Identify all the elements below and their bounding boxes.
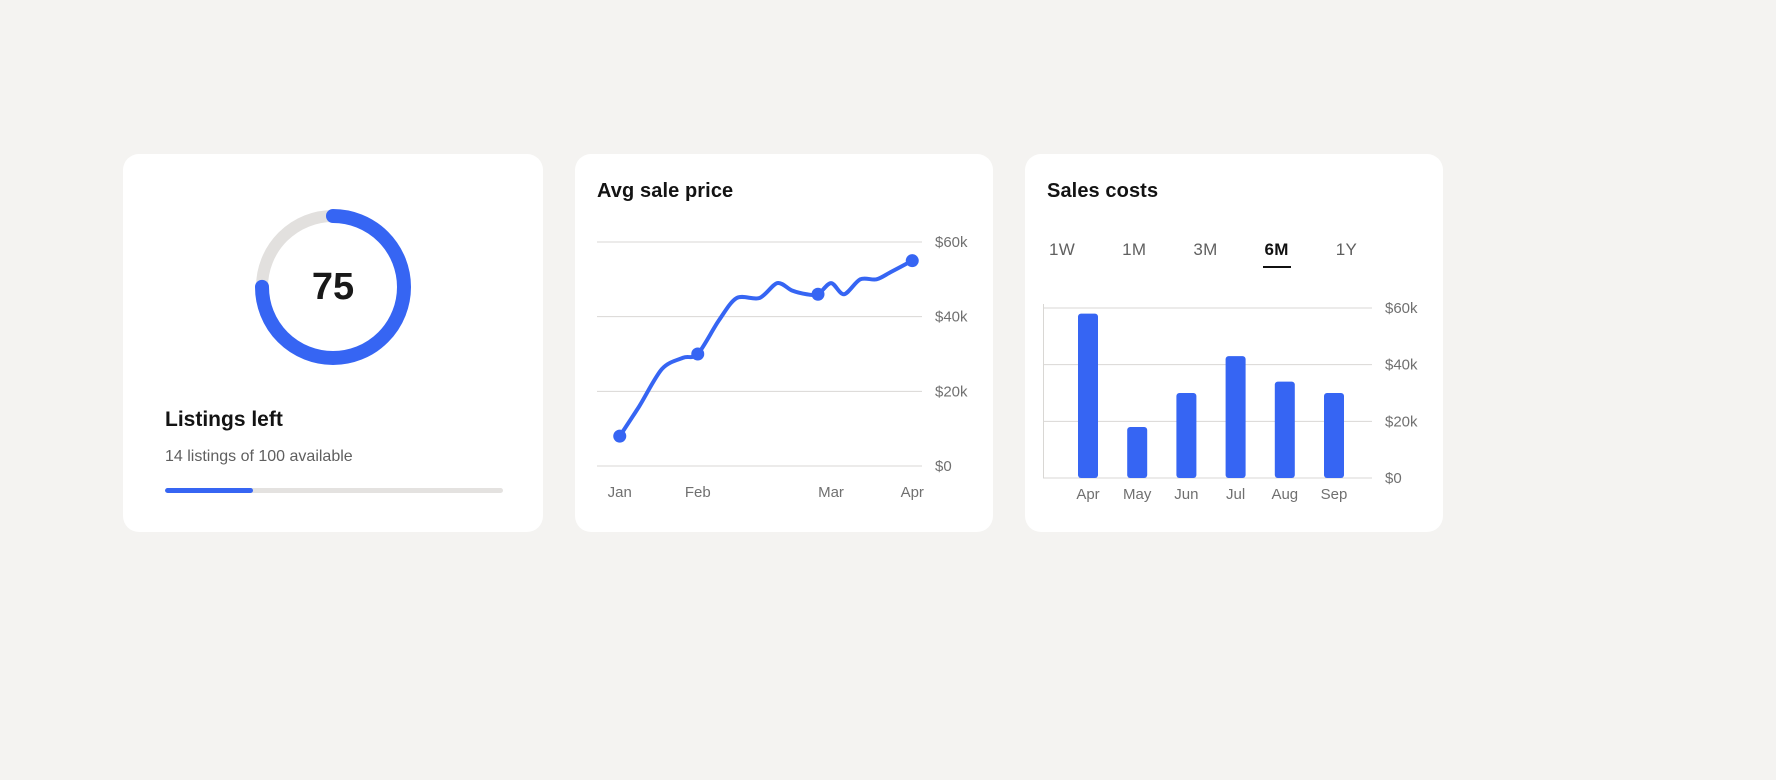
tab-3m[interactable]: 3M xyxy=(1191,240,1219,268)
svg-text:Jul: Jul xyxy=(1226,486,1245,503)
tab-6m[interactable]: 6M xyxy=(1262,240,1291,268)
sales-costs-bar-chart: $0 $20k $40k $60k Apr May Jun Jul Aug Sep xyxy=(1043,300,1418,503)
tab-1m[interactable]: 1M xyxy=(1120,240,1148,268)
listings-progress-track xyxy=(165,488,503,493)
svg-text:Mar: Mar xyxy=(818,484,844,501)
donut-value: 75 xyxy=(311,265,355,308)
avg-sale-price-card: Avg sale price $0 $20k $40k $60k Jan Feb Mar Ap… xyxy=(575,154,993,532)
svg-text:$60k: $60k xyxy=(1385,300,1418,317)
sales-costs-card: Sales costs 1W 1M 3M 6M 1Y $0 $20k $40k $60k Apr… xyxy=(1025,154,1443,532)
svg-text:$40k: $40k xyxy=(1385,357,1418,374)
svg-text:$0: $0 xyxy=(1385,470,1402,487)
svg-text:$60k: $60k xyxy=(935,234,968,251)
svg-text:Jan: Jan xyxy=(608,484,632,501)
donut-svg xyxy=(255,209,411,365)
listings-left-card: 75 Listings left 14 listings of 100 avai… xyxy=(123,154,543,532)
svg-text:$20k: $20k xyxy=(1385,413,1418,430)
tab-1y[interactable]: 1Y xyxy=(1334,240,1359,268)
svg-text:Jun: Jun xyxy=(1174,486,1198,503)
listings-subtitle: 14 listings of 100 available xyxy=(165,448,353,465)
svg-text:Sep: Sep xyxy=(1321,486,1348,503)
svg-text:Apr: Apr xyxy=(901,484,924,501)
svg-text:Feb: Feb xyxy=(685,484,711,501)
sales-costs-title: Sales costs xyxy=(1047,180,1159,202)
svg-text:$40k: $40k xyxy=(935,309,968,326)
sales-costs-tabs: 1W 1M 3M 6M 1Y xyxy=(1047,240,1359,268)
avg-sale-price-line-chart: $0 $20k $40k $60k Jan Feb Mar Apr xyxy=(597,234,968,501)
svg-text:Aug: Aug xyxy=(1271,486,1298,503)
tab-1w[interactable]: 1W xyxy=(1047,240,1077,268)
svg-text:$20k: $20k xyxy=(935,383,968,400)
svg-text:May: May xyxy=(1123,486,1152,503)
svg-text:$0: $0 xyxy=(935,458,952,475)
donut-progress-arc xyxy=(255,209,411,365)
avg-sale-price-title: Avg sale price xyxy=(597,180,734,202)
listings-progress-fill xyxy=(165,488,253,493)
listings-title: Listings left xyxy=(165,408,283,431)
listings-donut-chart: 75 xyxy=(253,207,413,367)
svg-text:Apr: Apr xyxy=(1076,486,1099,503)
